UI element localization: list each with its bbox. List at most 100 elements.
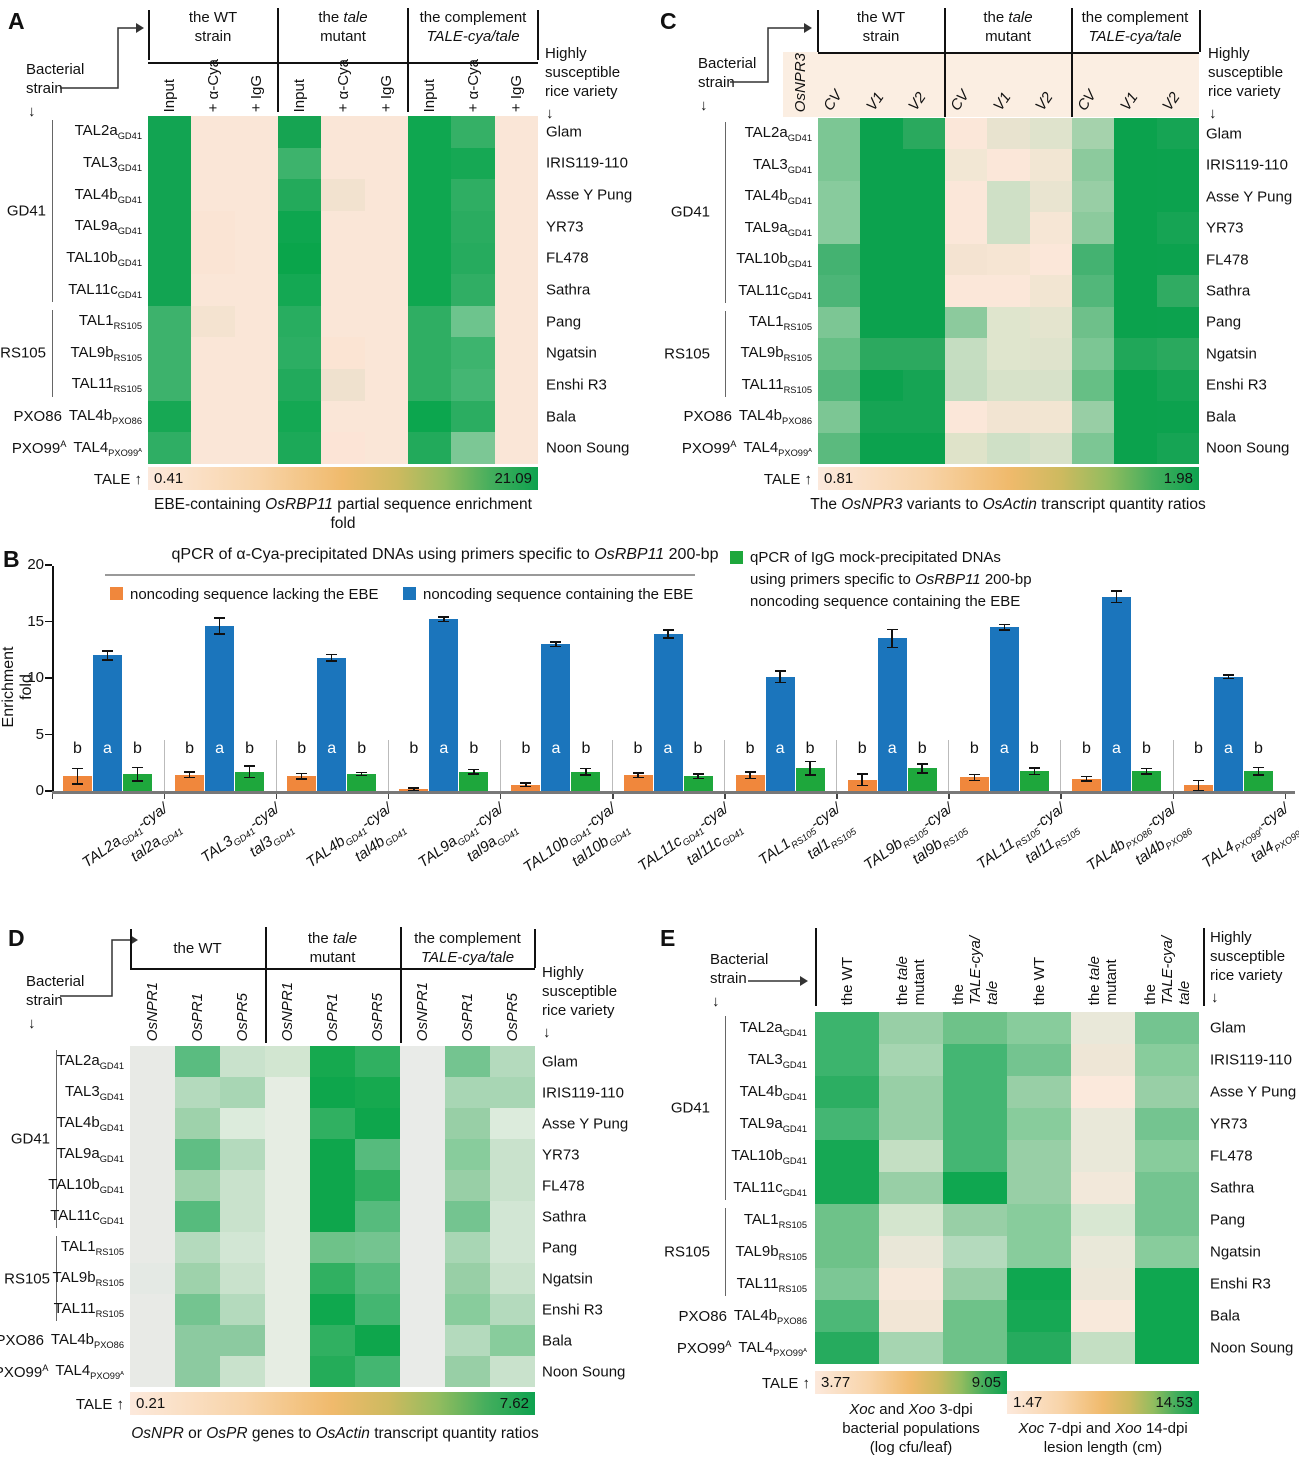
error-bar-cap	[1110, 590, 1122, 592]
sig-letter: b	[917, 740, 927, 757]
heatmap-cell	[1135, 1076, 1199, 1108]
heatmap-cell	[148, 147, 192, 180]
y-axis-label: Enrichment fold	[0, 646, 35, 728]
heatmap-cell	[879, 1076, 943, 1108]
panel-a-letter: A	[8, 8, 25, 34]
heatmap-cell	[1071, 1108, 1135, 1140]
heatmap-cell	[234, 369, 278, 401]
col-label: OsNPR1	[279, 981, 296, 1041]
col-label: OsPR5	[234, 992, 251, 1041]
strain-group-bracket	[52, 120, 54, 302]
strain-group-bracket	[52, 309, 54, 397]
col-label: OsPR5	[369, 992, 386, 1041]
heatmap-cell	[494, 400, 538, 433]
error-bar-cap	[1140, 767, 1152, 770]
variety-label: Noon Soung	[1206, 439, 1290, 457]
sig-letter: a	[551, 740, 561, 757]
heatmap-cell	[191, 242, 235, 275]
tale-row-label: TAL3GD41	[747, 1050, 807, 1070]
heatmap-cell	[879, 1268, 943, 1300]
variety-label: Enshi R3	[542, 1301, 603, 1318]
tale-row-label: TAL9bRS105	[740, 344, 812, 364]
heatmap-cell	[310, 1356, 355, 1387]
error-bar-cap	[968, 779, 980, 781]
heatmap-cell	[451, 400, 495, 433]
heatmap-cell	[494, 274, 538, 306]
right-header-c: Highly susceptible rice variety	[1208, 45, 1284, 100]
heatmap-cell	[902, 212, 945, 244]
heatmap-cell	[130, 1232, 175, 1263]
row-label-wrap: TAL3GD41	[0, 1083, 124, 1103]
heatmap-cell	[879, 1140, 943, 1172]
heatmap-cell	[1135, 1140, 1199, 1172]
tale-row-label: TAL11cGD41	[68, 280, 142, 300]
heatmap-cell	[310, 1108, 355, 1139]
heatmap-cell	[1135, 1300, 1199, 1332]
down-arrow-icon: ↓	[546, 105, 554, 122]
tale-row-label: TAL4bPXO86	[50, 1331, 124, 1350]
tale-row-label: TAL3GD41	[64, 1083, 124, 1102]
heatmap-cell	[494, 147, 538, 180]
strain-group-label: RS105	[0, 344, 46, 362]
bar	[123, 774, 152, 791]
heatmap-cell	[1029, 180, 1072, 213]
heatmap-cell	[860, 432, 903, 464]
error-bar	[1085, 776, 1088, 781]
heatmap-cell	[943, 1012, 1007, 1044]
group-title: the complement TALE-cya/tale	[419, 9, 527, 45]
heatmap-cell	[815, 1012, 879, 1044]
heatmap-cell	[1071, 212, 1115, 244]
y-tick-label: 5	[35, 725, 44, 743]
tale-row-label: TAL9bRS105	[735, 1242, 807, 1262]
heatmap-cell	[220, 1356, 265, 1387]
down-arrow-icon: ↓	[1211, 989, 1219, 1006]
y-tick	[45, 733, 52, 736]
x-tick	[724, 794, 726, 799]
error-bar-cap	[1193, 779, 1204, 781]
heatmap-cell	[1029, 243, 1072, 276]
heatmap-cell	[1071, 1300, 1135, 1332]
heatmap-cell	[451, 147, 495, 180]
tale-row-label: TAL9bRS105	[52, 1269, 124, 1288]
heatmap-cell	[490, 1201, 535, 1232]
heatmap-cell	[1071, 1172, 1135, 1204]
down-arrow-icon: ↓	[1209, 105, 1217, 122]
heatmap-cell	[364, 210, 408, 243]
error-bar-cap	[72, 783, 83, 785]
sig-letter: a	[103, 740, 112, 757]
tale-row-label: TAL4bPXO86	[738, 407, 812, 427]
group-title: the tale mutant	[318, 9, 368, 45]
variety-label: YR73	[1210, 1115, 1248, 1133]
error-bar-cap	[804, 774, 816, 776]
tale-row-label: TAL9aGD41	[739, 1114, 807, 1134]
heatmap-cell	[902, 180, 945, 213]
row-label-wrap: TAL11RS105	[655, 1274, 807, 1294]
bar	[459, 771, 489, 791]
heatmap-cell	[265, 1046, 310, 1077]
sig-letter: b	[745, 740, 755, 757]
heatmap-cell	[987, 338, 1030, 370]
bar	[765, 676, 795, 791]
panel-e-letter: E	[660, 925, 676, 951]
error-bar-cap	[102, 650, 113, 652]
heatmap-cell	[220, 1294, 265, 1325]
error-bar-cap	[916, 772, 928, 774]
heatmap-cell	[407, 432, 452, 464]
caption-a: EBE-containing OsRBP11 partial sequence …	[154, 496, 532, 532]
header-edge-line	[1199, 10, 1201, 52]
error-bar	[330, 654, 333, 662]
bar	[93, 655, 122, 791]
header-edge-line	[537, 10, 539, 60]
sig-letter: b	[521, 740, 531, 757]
heatmap-cell	[310, 1263, 355, 1294]
x-tick	[612, 794, 614, 799]
x-axis-line	[52, 791, 1295, 794]
error-bar	[1003, 624, 1006, 630]
bar	[571, 771, 601, 791]
row-label-wrap: TAL11RS105	[655, 375, 812, 395]
scale-min-a: 0.41	[154, 470, 184, 487]
heatmap-cell	[818, 118, 861, 150]
group-separator	[724, 740, 726, 791]
heatmap-cell	[175, 1108, 220, 1139]
heatmap-cell	[355, 1046, 400, 1077]
